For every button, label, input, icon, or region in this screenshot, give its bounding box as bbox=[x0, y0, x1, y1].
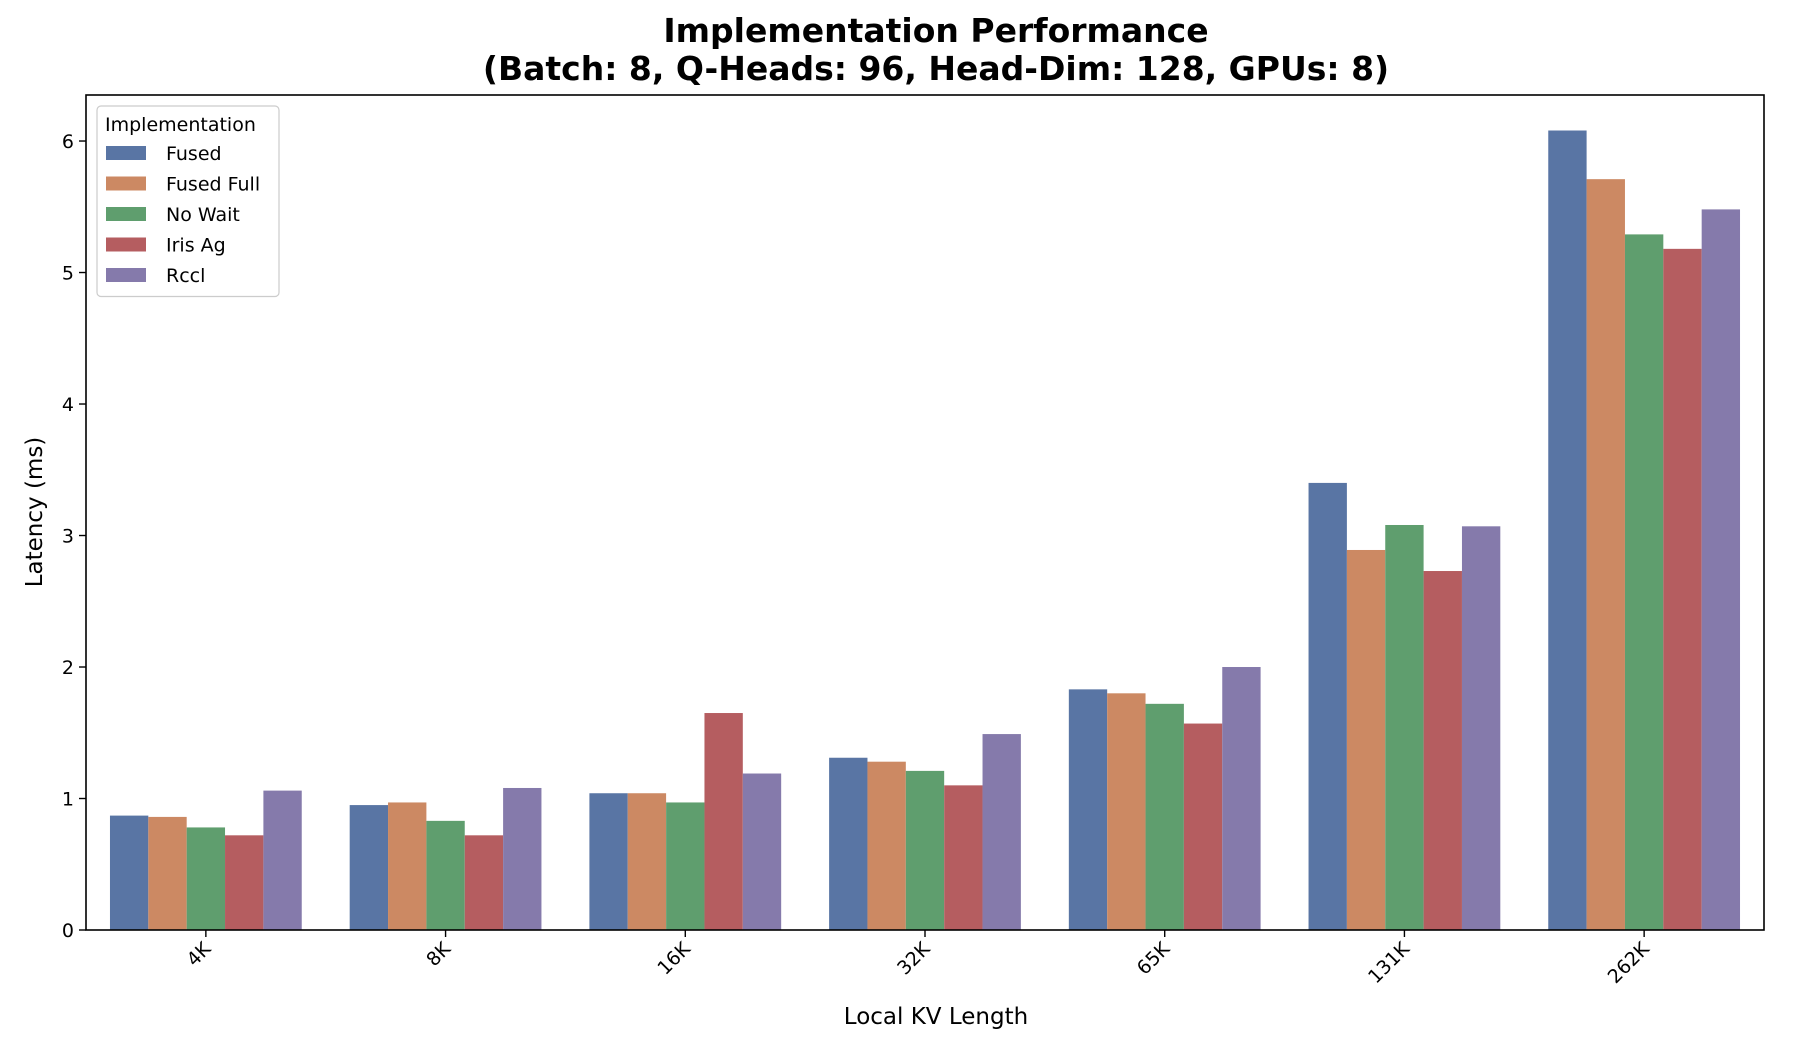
bar-rccl-16k bbox=[742, 773, 782, 930]
bar-fused-65k bbox=[1068, 689, 1108, 930]
bar-rccl-4k bbox=[263, 790, 302, 930]
chart-title-line-2: (Batch: 8, Q-Heads: 96, Head-Dim: 128, G… bbox=[483, 49, 1389, 88]
x-tick-label: 131K bbox=[1364, 938, 1414, 988]
bar-fused-full-131k bbox=[1346, 549, 1386, 930]
y-tick-label: 1 bbox=[62, 789, 74, 811]
bar-iris-ag-16k bbox=[704, 713, 743, 930]
bar-rccl-65k bbox=[1222, 667, 1261, 930]
x-tick-label: 32K bbox=[893, 938, 935, 980]
x-tick-label: 4K bbox=[182, 938, 215, 971]
y-tick-label: 2 bbox=[62, 657, 74, 679]
legend-label-rccl: Rccl bbox=[166, 265, 205, 287]
y-tick-label: 4 bbox=[62, 394, 74, 416]
bar-fused-full-32k bbox=[867, 761, 906, 930]
bar-iris-ag-262k bbox=[1663, 248, 1702, 931]
bar-rccl-262k bbox=[1701, 209, 1741, 930]
legend-label-fused-full: Fused Full bbox=[166, 174, 260, 196]
y-tick-label: 6 bbox=[62, 131, 74, 153]
legend-label-iris-ag: Iris Ag bbox=[166, 235, 226, 257]
y-tick-label: 0 bbox=[62, 920, 74, 942]
bar-iris-ag-32k bbox=[944, 785, 983, 930]
bar-fused-full-8k bbox=[388, 802, 427, 930]
bar-fused-262k bbox=[1548, 130, 1587, 930]
legend-swatch-fused-full bbox=[106, 176, 146, 191]
bar-rccl-131k bbox=[1461, 526, 1501, 930]
x-tick-label: 262K bbox=[1604, 938, 1654, 988]
bar-fused-131k bbox=[1308, 482, 1347, 930]
legend-label-no-wait: No Wait bbox=[166, 204, 240, 226]
y-axis-label: Latency (ms) bbox=[22, 437, 48, 588]
bar-fused-4k bbox=[109, 815, 149, 930]
bar-iris-ag-4k bbox=[225, 835, 264, 930]
bar-iris-ag-65k bbox=[1183, 723, 1223, 930]
bar-rccl-8k bbox=[503, 787, 542, 930]
y-tick-label: 5 bbox=[62, 263, 74, 285]
bar-fused-full-16k bbox=[627, 793, 667, 930]
bar-no-wait-262k bbox=[1624, 234, 1664, 930]
y-tick-label: 3 bbox=[62, 526, 74, 548]
legend-swatch-iris-ag bbox=[106, 237, 146, 252]
bar-no-wait-131k bbox=[1385, 524, 1424, 930]
bar-iris-ag-8k bbox=[464, 835, 504, 930]
bar-fused-full-262k bbox=[1586, 179, 1625, 930]
bar-fused-16k bbox=[589, 793, 628, 930]
legend-label-fused: Fused bbox=[166, 143, 222, 165]
bar-fused-32k bbox=[829, 757, 868, 930]
legend-swatch-rccl bbox=[106, 268, 146, 282]
bar-no-wait-8k bbox=[426, 820, 465, 930]
bar-rccl-32k bbox=[982, 734, 1021, 930]
bar-no-wait-4k bbox=[186, 827, 226, 930]
x-tick-label: 8K bbox=[422, 938, 455, 971]
legend-title: Implementation bbox=[105, 114, 256, 136]
plot-area: 0 1 2 3 4 5 6 4K 8K 16K 32K 65K 131K 262K bbox=[62, 94, 1765, 988]
legend-swatch-fused bbox=[106, 146, 146, 160]
bar-no-wait-65k bbox=[1145, 703, 1184, 930]
bar-fused-8k bbox=[349, 805, 389, 930]
legend-swatch-no-wait bbox=[106, 207, 146, 221]
bar-no-wait-32k bbox=[905, 770, 945, 930]
bar-fused-full-65k bbox=[1107, 693, 1146, 930]
bar-fused-full-4k bbox=[148, 816, 187, 930]
bar-no-wait-16k bbox=[666, 802, 705, 930]
legend: Implementation Fused Fused Full No Wait Iris… bbox=[96, 105, 280, 298]
x-tick-label: 16K bbox=[653, 938, 695, 980]
chart-title-line-1: Implementation Performance bbox=[663, 11, 1208, 50]
x-axis-label: Local KV Length bbox=[844, 1004, 1028, 1030]
x-tick-label: 65K bbox=[1133, 938, 1175, 980]
bar-iris-ag-131k bbox=[1423, 571, 1462, 930]
